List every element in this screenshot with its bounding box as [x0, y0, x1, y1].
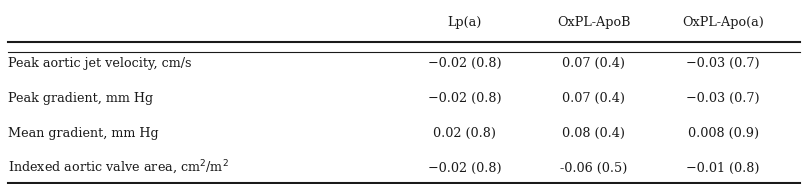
Text: 0.02 (0.8): 0.02 (0.8) [433, 127, 496, 140]
Text: −0.03 (0.7): −0.03 (0.7) [686, 92, 760, 105]
Text: 0.008 (0.9): 0.008 (0.9) [688, 127, 759, 140]
Text: Peak gradient, mm Hg: Peak gradient, mm Hg [8, 92, 154, 105]
Text: 0.07 (0.4): 0.07 (0.4) [562, 57, 625, 70]
Text: −0.02 (0.8): −0.02 (0.8) [427, 162, 502, 175]
Text: −0.03 (0.7): −0.03 (0.7) [686, 57, 760, 70]
Text: 0.08 (0.4): 0.08 (0.4) [562, 127, 625, 140]
Text: Indexed aortic valve area, cm$^{2}$/m$^{2}$: Indexed aortic valve area, cm$^{2}$/m$^{… [8, 159, 229, 177]
Text: Lp(a): Lp(a) [448, 16, 482, 29]
Text: Peak aortic jet velocity, cm/s: Peak aortic jet velocity, cm/s [8, 57, 191, 70]
Text: −0.02 (0.8): −0.02 (0.8) [427, 92, 502, 105]
Text: OxPL-ApoB: OxPL-ApoB [558, 16, 630, 29]
Text: −0.01 (0.8): −0.01 (0.8) [687, 162, 760, 175]
Text: OxPL-Apo(a): OxPL-Apo(a) [682, 16, 764, 29]
Text: −0.02 (0.8): −0.02 (0.8) [427, 57, 502, 70]
Text: Mean gradient, mm Hg: Mean gradient, mm Hg [8, 127, 158, 140]
Text: 0.07 (0.4): 0.07 (0.4) [562, 92, 625, 105]
Text: -0.06 (0.5): -0.06 (0.5) [560, 162, 628, 175]
